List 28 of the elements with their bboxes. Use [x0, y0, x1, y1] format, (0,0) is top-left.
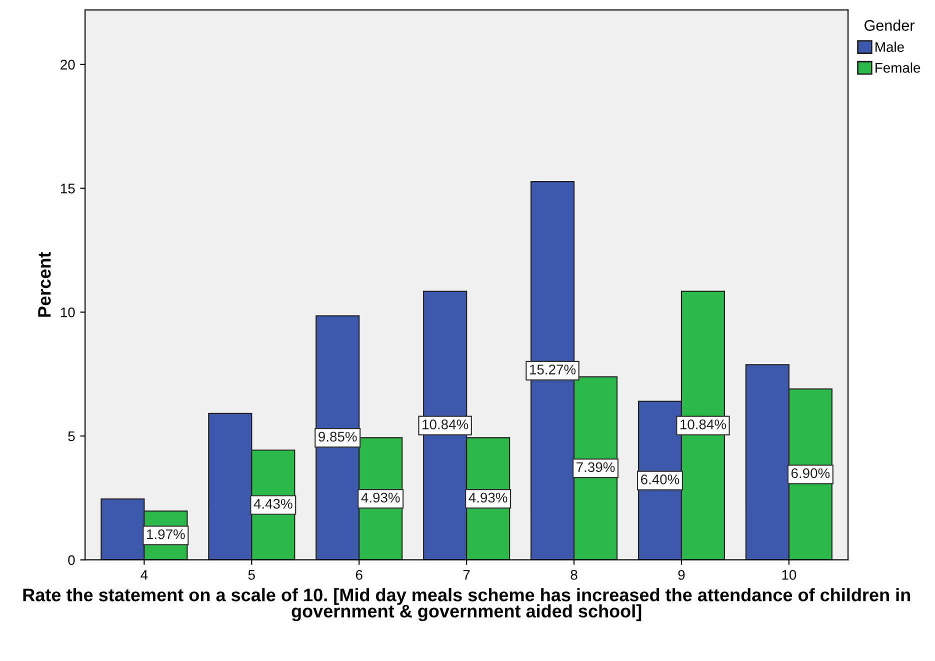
data-label: 10.84%: [680, 419, 726, 430]
legend-title: Gender: [864, 20, 914, 31]
y-tick-label: 15: [60, 184, 75, 194]
x-tick-label: 10: [782, 570, 796, 580]
data-label: 9.85%: [318, 432, 357, 442]
x-tick-label: 8: [570, 570, 578, 580]
y-tick-label: 0: [68, 555, 75, 566]
data-label: 7.39%: [576, 462, 615, 472]
data-label: 6.40%: [641, 474, 680, 484]
data-label: 4.93%: [468, 492, 508, 503]
x-tick-label: 5: [248, 570, 255, 580]
x-axis-title: Rate the statement on a scale of 10. [Mid day meals scheme has increased the attendance of children in government & government aided school]: [23, 588, 910, 622]
data-label: 15.27%: [530, 364, 576, 374]
data-label: 6.90%: [791, 468, 830, 478]
data-label: 4.43%: [254, 498, 292, 509]
y-tick-label: 5: [68, 431, 75, 442]
x-tick-label: 4: [140, 570, 148, 580]
y-axis-title: Percent: [38, 252, 51, 317]
legend-label: Male: [876, 42, 904, 52]
legend-label: Female: [876, 62, 920, 73]
data-label: 1.97%: [147, 529, 185, 540]
y-tick-label: 10: [60, 307, 75, 318]
x-tick-label: 7: [463, 570, 470, 580]
x-tick-label: 6: [356, 570, 362, 580]
data-label: 4.93%: [361, 492, 400, 503]
y-tick-label: 20: [60, 60, 75, 70]
data-label: 10.84%: [422, 419, 468, 430]
x-tick-label: 9: [678, 570, 685, 580]
